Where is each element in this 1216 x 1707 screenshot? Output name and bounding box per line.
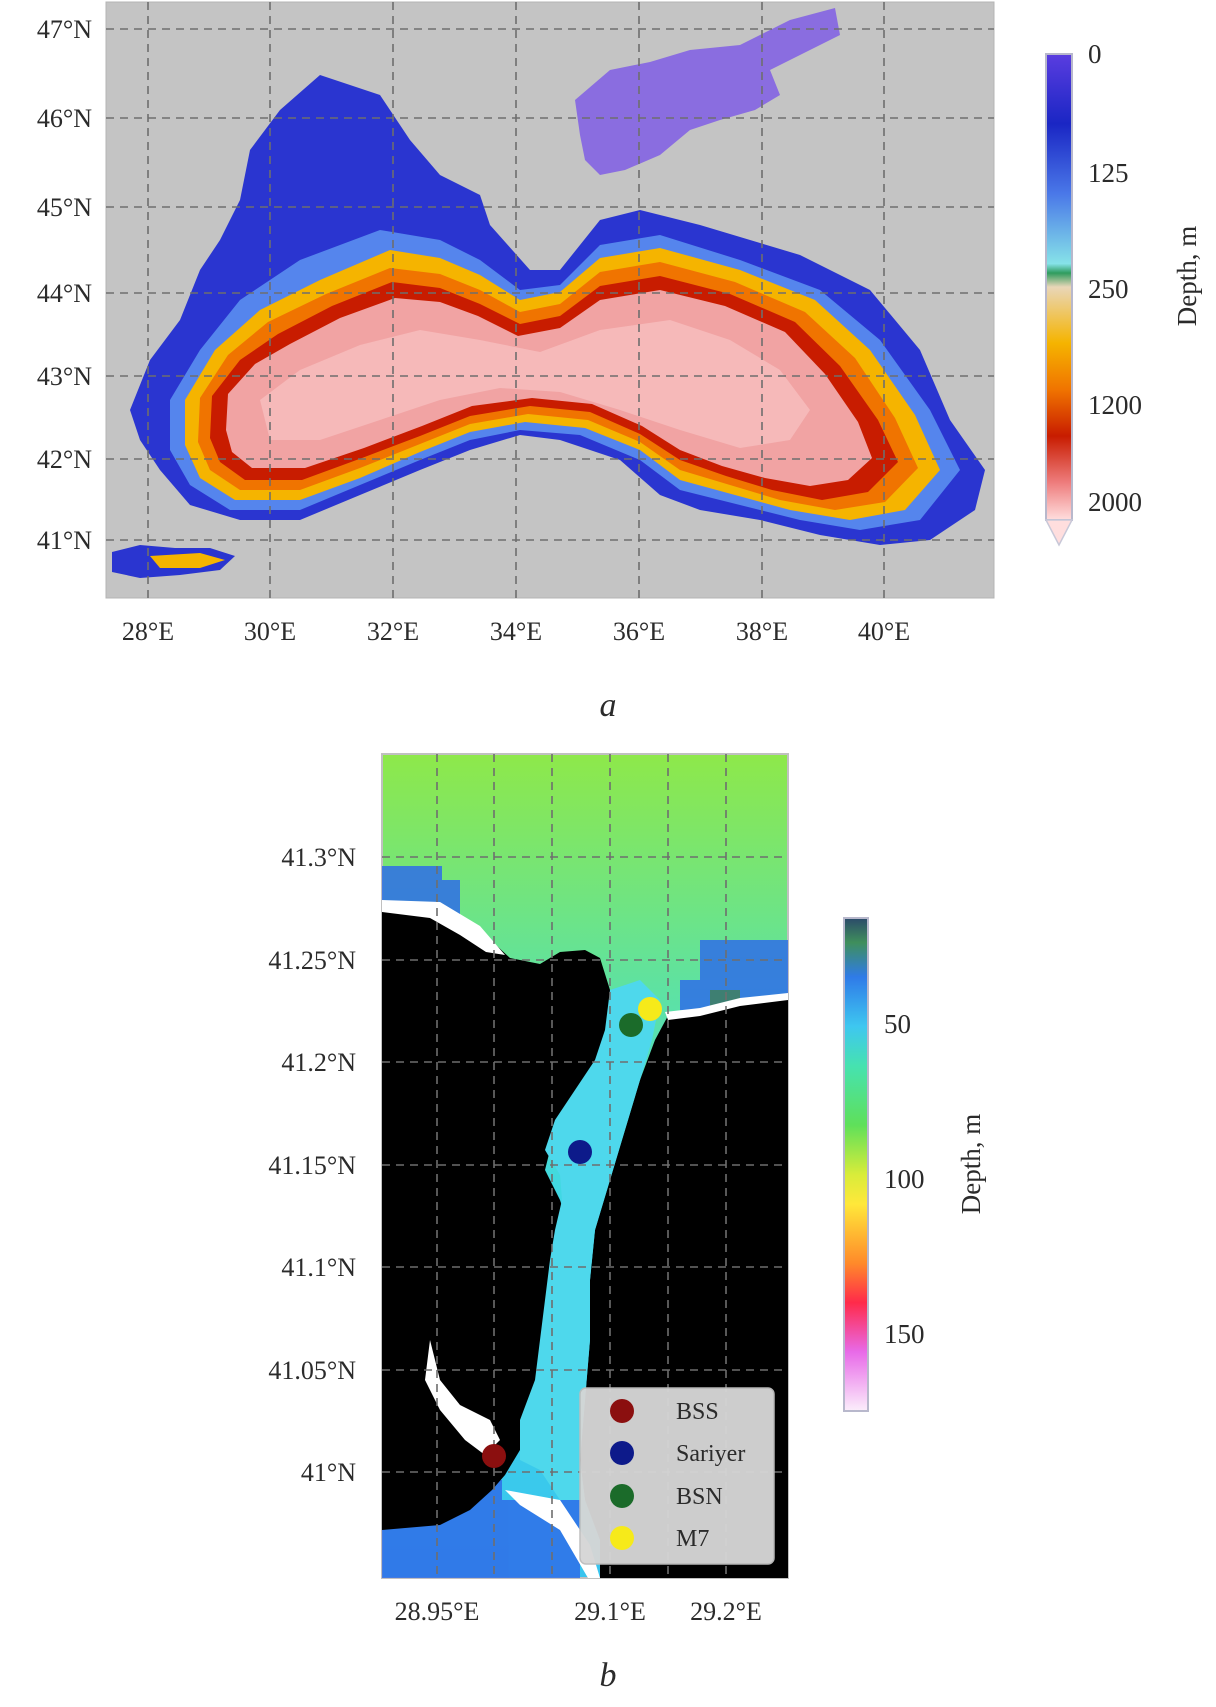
panel-a-grid: [106, 2, 994, 598]
lon-tick: 29.1°E: [574, 1597, 646, 1626]
colorbar-b-label: Depth, m: [956, 1114, 986, 1215]
legend-sariyer-label: Sariyer: [676, 1441, 745, 1467]
lat-tick: 45°N: [37, 193, 92, 222]
colorbar-a-tick: 125: [1088, 158, 1129, 188]
lon-tick: 30°E: [244, 617, 296, 646]
panel-a-map: 47°N 46°N 45°N 44°N 43°N 42°N 41°N 28°E …: [37, 1, 1202, 724]
panel-a-lat-ticks: 47°N 46°N 45°N 44°N 43°N 42°N 41°N: [37, 15, 92, 555]
lat-tick: 41.3°N: [281, 843, 356, 872]
lat-tick: 43°N: [37, 362, 92, 391]
colorbar-a-gradient: [1045, 53, 1073, 521]
panel-b-label: b: [600, 1657, 617, 1694]
lat-tick: 41.15°N: [268, 1151, 356, 1180]
panel-b-colorbar: 50 100 150 Depth, m: [843, 917, 986, 1412]
sea-of-azov: [575, 8, 840, 175]
colorbar-a-tick: 0: [1088, 39, 1102, 69]
colorbar-a-label: Depth, m: [1172, 226, 1202, 327]
lat-tick: 41.05°N: [268, 1356, 356, 1385]
legend-m7-label: M7: [676, 1526, 709, 1552]
colorbar-b-tick: 50: [884, 1009, 911, 1039]
colorbar-a-tick: 2000: [1088, 487, 1142, 517]
lat-tick: 47°N: [37, 15, 92, 44]
panel-a-colorbar: 0 125 250 1200 2000 Depth, m: [1044, 39, 1202, 547]
colorbar-a-extend: [1044, 519, 1074, 547]
lat-tick: 41.2°N: [281, 1048, 356, 1077]
station-m7-marker: [638, 997, 662, 1021]
colorbar-b-tick: 150: [884, 1319, 925, 1349]
lat-tick: 41.25°N: [268, 946, 356, 975]
lon-tick: 36°E: [613, 617, 665, 646]
station-sariyer-marker: [568, 1140, 592, 1164]
station-markers: [482, 997, 662, 1468]
panel-b-map: BSS Sariyer BSN M7 41.3°N 41.25°N 41.2°N…: [268, 753, 986, 1694]
station-bss-marker: [482, 1444, 506, 1468]
panel-b-legend: BSS Sariyer BSN M7: [579, 1387, 775, 1565]
panel-a-lon-ticks: 28°E 30°E 32°E 34°E 36°E 38°E 40°E: [122, 617, 910, 646]
panel-b-lon-ticks: 28.95°E 29.1°E 29.2°E: [395, 1597, 762, 1626]
lon-tick: 28.95°E: [395, 1597, 480, 1626]
panel-a-label: a: [600, 687, 617, 724]
legend-m7-icon: [610, 1526, 634, 1550]
lon-tick: 34°E: [490, 617, 542, 646]
lat-tick: 44°N: [37, 279, 92, 308]
colorbar-b-tick: 100: [884, 1164, 925, 1194]
lon-tick: 32°E: [367, 617, 419, 646]
colorbar-a-tick: 1200: [1088, 390, 1142, 420]
legend-bsn-icon: [610, 1484, 634, 1508]
colorbar-b-gradient: [843, 917, 869, 1412]
legend-bss-icon: [610, 1399, 634, 1423]
lat-tick: 46°N: [37, 104, 92, 133]
station-bsn-marker: [619, 1013, 643, 1037]
lat-tick: 41°N: [37, 526, 92, 555]
black-sea-bathymetry: [112, 8, 985, 578]
lat-tick: 41.1°N: [281, 1253, 356, 1282]
lon-tick: 40°E: [858, 617, 910, 646]
lon-tick: 38°E: [736, 617, 788, 646]
colorbar-a-tick: 250: [1088, 274, 1129, 304]
lon-tick: 28°E: [122, 617, 174, 646]
lon-tick: 29.2°E: [690, 1597, 762, 1626]
legend-sariyer-icon: [610, 1441, 634, 1465]
legend-bss-label: BSS: [676, 1399, 719, 1425]
panel-b-lat-ticks: 41.3°N 41.25°N 41.2°N 41.15°N 41.1°N 41.…: [268, 843, 356, 1487]
lat-tick: 41°N: [301, 1458, 356, 1487]
legend-bsn-label: BSN: [676, 1484, 723, 1510]
lat-tick: 42°N: [37, 445, 92, 474]
